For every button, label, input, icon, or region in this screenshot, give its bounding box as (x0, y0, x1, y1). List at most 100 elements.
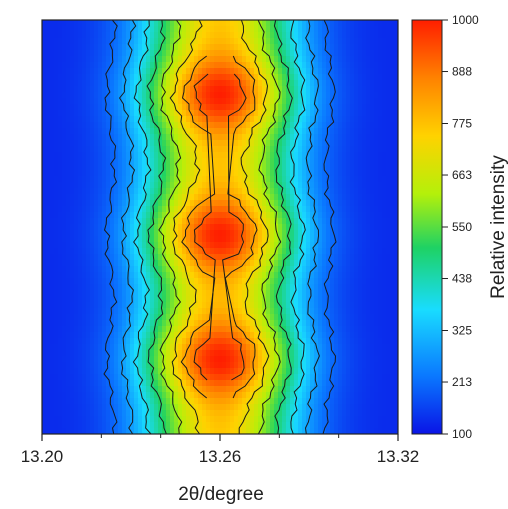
heatmap-cell (86, 32, 91, 39)
heatmap-cell (198, 80, 203, 87)
heatmap-cell (386, 278, 391, 285)
heatmap-cell (202, 206, 207, 213)
heatmap-cell (342, 182, 347, 189)
heatmap-cell (210, 170, 215, 177)
heatmap-cell (278, 122, 283, 129)
heatmap-cell (382, 110, 387, 117)
heatmap-cell (70, 272, 75, 279)
heatmap-cell (346, 26, 351, 33)
heatmap-cell (94, 56, 99, 63)
heatmap-cell (350, 80, 355, 87)
heatmap-cell (386, 98, 391, 105)
heatmap-cell (298, 200, 303, 207)
heatmap-cell (114, 20, 119, 27)
heatmap-cell (390, 86, 395, 93)
heatmap-cell (250, 146, 255, 153)
heatmap-cell (102, 134, 107, 141)
heatmap-cell (154, 158, 159, 165)
heatmap-cell (94, 236, 99, 243)
heatmap-cell (326, 320, 331, 327)
heatmap-cell (302, 116, 307, 123)
heatmap-cell (54, 158, 59, 165)
heatmap-cell (194, 182, 199, 189)
heatmap-cell (66, 278, 71, 285)
heatmap-cell (182, 116, 187, 123)
heatmap-cell (166, 146, 171, 153)
heatmap-cell (262, 332, 267, 339)
heatmap-cell (58, 206, 63, 213)
heatmap-cell (190, 212, 195, 219)
heatmap-cell (66, 272, 71, 279)
heatmap-cell (290, 92, 295, 99)
heatmap-cell (370, 98, 375, 105)
heatmap-cell (382, 236, 387, 243)
heatmap-cell (134, 302, 139, 309)
heatmap-cell (46, 32, 51, 39)
heatmap-cell (78, 350, 83, 357)
heatmap-cell (282, 92, 287, 99)
heatmap-cell (134, 32, 139, 39)
heatmap-cell (150, 164, 155, 171)
heatmap-cell (366, 302, 371, 309)
heatmap-cell (262, 158, 267, 165)
heatmap-cell (250, 230, 255, 237)
heatmap-cell (346, 290, 351, 297)
heatmap-cell (302, 182, 307, 189)
heatmap-cell (174, 308, 179, 315)
heatmap-cell (154, 206, 159, 213)
heatmap-cell (186, 56, 191, 63)
heatmap-cell (214, 134, 219, 141)
heatmap-cell (302, 266, 307, 273)
heatmap-cell (186, 122, 191, 129)
heatmap-cell (278, 62, 283, 69)
heatmap-cell (274, 314, 279, 321)
heatmap-cell (82, 38, 87, 45)
heatmap-cell (370, 230, 375, 237)
heatmap-cell (350, 38, 355, 45)
heatmap-cell (366, 26, 371, 33)
heatmap-cell (194, 302, 199, 309)
heatmap-cell (214, 218, 219, 225)
heatmap-cell (70, 254, 75, 261)
heatmap-cell (66, 194, 71, 201)
heatmap-cell (166, 68, 171, 75)
heatmap-cell (114, 338, 119, 345)
heatmap-cell (194, 146, 199, 153)
heatmap-cell (362, 338, 367, 345)
heatmap-cell (150, 242, 155, 249)
heatmap-cell (142, 50, 147, 57)
heatmap-cell (290, 26, 295, 33)
heatmap-cell (386, 146, 391, 153)
heatmap-cell (154, 326, 159, 333)
heatmap-cell (270, 20, 275, 27)
heatmap-cell (334, 314, 339, 321)
heatmap-cell (218, 308, 223, 315)
heatmap-cell (78, 134, 83, 141)
heatmap-cell (258, 38, 263, 45)
heatmap-cell (390, 146, 395, 153)
heatmap-cell (338, 206, 343, 213)
heatmap-cell (194, 116, 199, 123)
heatmap-cell (170, 170, 175, 177)
heatmap-cell (190, 164, 195, 171)
heatmap-cell (94, 170, 99, 177)
heatmap-cell (262, 26, 267, 33)
heatmap-cell (166, 164, 171, 171)
heatmap-cell (246, 68, 251, 75)
heatmap-cell (326, 236, 331, 243)
heatmap-cell (350, 188, 355, 195)
heatmap-cell (42, 146, 47, 153)
heatmap-cell (358, 314, 363, 321)
heatmap-cell (314, 188, 319, 195)
heatmap-cell (70, 278, 75, 285)
heatmap-cell (306, 290, 311, 297)
heatmap-cell (382, 194, 387, 201)
heatmap-cell (250, 344, 255, 351)
heatmap-cell (190, 290, 195, 297)
heatmap-cell (58, 332, 63, 339)
heatmap-cell (46, 44, 51, 51)
heatmap-cell (242, 32, 247, 39)
heatmap-cell (270, 104, 275, 111)
heatmap-cell (290, 74, 295, 81)
heatmap-cell (182, 140, 187, 147)
